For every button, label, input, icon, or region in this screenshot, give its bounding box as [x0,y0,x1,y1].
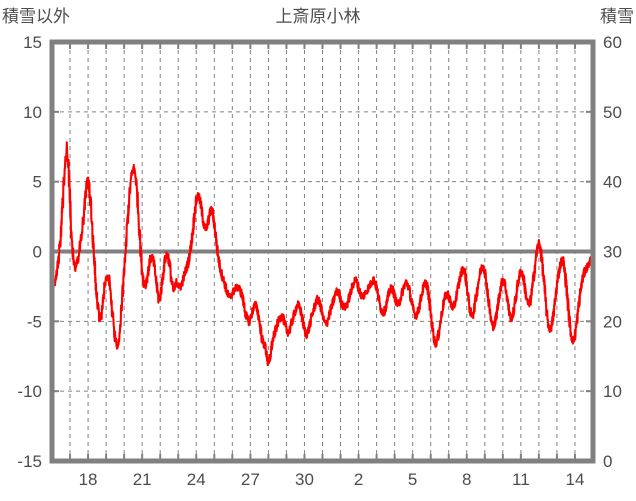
xtick-label: 30 [295,470,314,489]
xtick-label: 27 [241,470,260,489]
ytick-label-left: -10 [17,382,42,401]
xtick-label: 18 [79,470,98,489]
ytick-label-right: 40 [603,173,622,192]
ytick-label-right: 50 [603,103,622,122]
xtick-label: 2 [354,470,363,489]
page-title: 上斎原小林 [275,7,361,26]
xtick-label: 8 [462,470,471,489]
left-axis-title: 積雪以外 [2,7,70,26]
ytick-label-right: 10 [603,382,622,401]
series-line [50,141,595,367]
ytick-label-left: -15 [17,452,42,471]
ytick-label-right: 60 [603,33,622,52]
xtick-label: 5 [408,470,417,489]
tick-marks [52,42,593,461]
right-axis-title: 積雪 [600,7,634,26]
xtick-label: 14 [566,470,585,489]
ytick-label-left: 15 [23,33,42,52]
ytick-label-right: 0 [603,452,612,471]
ytick-label-left: -5 [27,312,42,331]
ytick-label-right: 20 [603,312,622,331]
ytick-label-left: 0 [33,243,42,262]
ytick-label-left: 5 [33,173,42,192]
xtick-label: 11 [512,470,530,489]
ytick-label-left: 10 [23,103,42,122]
xtick-label: 24 [187,470,206,489]
series-layer [50,141,595,367]
ytick-label-right: 30 [603,243,622,262]
xtick-label: 21 [133,470,152,489]
